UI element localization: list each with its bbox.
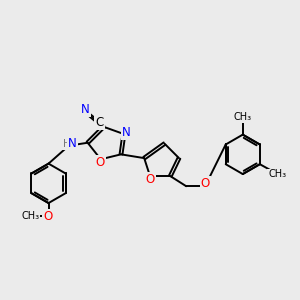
Text: N: N xyxy=(68,137,77,150)
Text: H: H xyxy=(63,139,70,149)
Text: CH₃: CH₃ xyxy=(21,211,39,221)
Text: CH₃: CH₃ xyxy=(268,169,286,179)
Text: O: O xyxy=(146,173,154,186)
Text: C: C xyxy=(95,116,104,129)
Text: N: N xyxy=(81,103,90,116)
Text: O: O xyxy=(200,177,210,190)
Text: N: N xyxy=(122,126,130,139)
Text: CH₃: CH₃ xyxy=(234,112,252,122)
Text: O: O xyxy=(43,210,52,223)
Text: O: O xyxy=(95,156,105,169)
